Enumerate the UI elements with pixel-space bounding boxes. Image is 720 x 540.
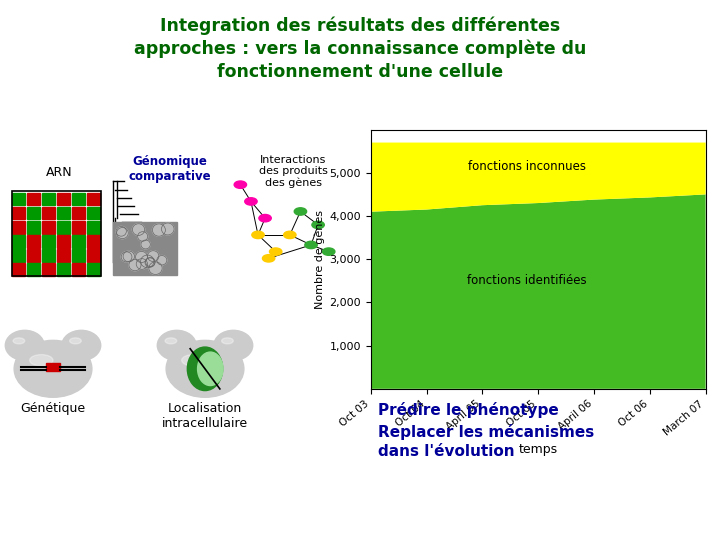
Bar <box>86 207 99 219</box>
Circle shape <box>141 240 150 249</box>
Circle shape <box>116 226 127 236</box>
Ellipse shape <box>252 231 264 239</box>
Bar <box>86 235 99 248</box>
Circle shape <box>135 252 148 262</box>
Ellipse shape <box>259 214 271 222</box>
Bar <box>86 221 99 234</box>
Bar <box>42 207 55 219</box>
Bar <box>57 249 70 262</box>
Ellipse shape <box>245 198 257 205</box>
Ellipse shape <box>13 338 24 344</box>
Ellipse shape <box>269 248 282 255</box>
Bar <box>86 193 99 205</box>
Circle shape <box>117 227 128 239</box>
Bar <box>72 207 85 219</box>
Circle shape <box>161 223 174 235</box>
Ellipse shape <box>30 355 53 366</box>
Bar <box>12 249 25 262</box>
Bar <box>42 264 55 276</box>
Bar <box>72 193 85 205</box>
Ellipse shape <box>323 248 335 255</box>
Bar <box>12 207 25 219</box>
Circle shape <box>148 251 159 261</box>
Circle shape <box>149 262 162 274</box>
Ellipse shape <box>222 338 233 344</box>
Circle shape <box>132 224 145 235</box>
Bar <box>57 207 70 219</box>
Bar <box>27 221 40 234</box>
Bar <box>12 235 25 248</box>
Text: ARN: ARN <box>46 166 73 179</box>
Bar <box>57 235 70 248</box>
Circle shape <box>145 258 155 266</box>
Bar <box>42 235 55 248</box>
Bar <box>27 207 40 219</box>
Bar <box>27 235 40 248</box>
X-axis label: temps: temps <box>518 443 558 456</box>
Text: Interactions
des produits
des gènes: Interactions des produits des gènes <box>259 154 328 188</box>
Circle shape <box>145 258 155 267</box>
Bar <box>42 193 55 205</box>
Circle shape <box>123 251 135 262</box>
Text: fonctions inconnues: fonctions inconnues <box>468 160 586 173</box>
Bar <box>72 249 85 262</box>
Circle shape <box>157 255 167 265</box>
Text: Génomique
comparative: Génomique comparative <box>128 154 211 183</box>
Ellipse shape <box>14 340 92 397</box>
Ellipse shape <box>165 338 176 344</box>
Bar <box>72 221 85 234</box>
Bar <box>12 191 102 276</box>
Circle shape <box>140 255 154 268</box>
Text: Prédire le phénotype
Replacer les mécanismes
dans l'évolution: Prédire le phénotype Replacer les mécani… <box>378 402 594 460</box>
Bar <box>86 264 99 276</box>
Ellipse shape <box>197 352 223 386</box>
Ellipse shape <box>234 181 246 188</box>
Bar <box>12 221 25 234</box>
Text: Localisation
intracellulaire: Localisation intracellulaire <box>162 402 248 430</box>
Circle shape <box>153 224 166 236</box>
Bar <box>12 264 25 276</box>
Circle shape <box>138 232 148 241</box>
Bar <box>113 221 176 275</box>
Ellipse shape <box>187 347 222 390</box>
Ellipse shape <box>181 355 205 366</box>
Ellipse shape <box>305 241 318 248</box>
Bar <box>27 249 40 262</box>
Circle shape <box>129 259 141 271</box>
Bar <box>57 264 70 276</box>
Ellipse shape <box>5 330 44 361</box>
Text: Integration des résultats des différentes
approches : vers la connaissance compl: Integration des résultats des différente… <box>134 16 586 81</box>
Ellipse shape <box>312 221 324 228</box>
Circle shape <box>136 259 148 269</box>
Ellipse shape <box>263 255 275 262</box>
Ellipse shape <box>166 340 244 397</box>
Bar <box>57 193 70 205</box>
Bar <box>57 221 70 234</box>
Circle shape <box>121 252 132 262</box>
Ellipse shape <box>294 208 307 215</box>
Text: fonctions identifiées: fonctions identifiées <box>467 274 587 287</box>
Ellipse shape <box>214 330 253 361</box>
Y-axis label: Nombre de gènes: Nombre de gènes <box>315 210 325 309</box>
Bar <box>72 264 85 276</box>
Bar <box>86 249 99 262</box>
Bar <box>27 193 40 205</box>
Bar <box>72 235 85 248</box>
Ellipse shape <box>62 330 101 361</box>
Bar <box>27 264 40 276</box>
Bar <box>42 249 55 262</box>
Ellipse shape <box>284 231 296 239</box>
Ellipse shape <box>70 338 81 344</box>
Bar <box>42 221 55 234</box>
Bar <box>12 193 25 205</box>
Ellipse shape <box>157 330 196 361</box>
Bar <box>46 363 60 372</box>
Text: Génétique: Génétique <box>20 402 86 415</box>
